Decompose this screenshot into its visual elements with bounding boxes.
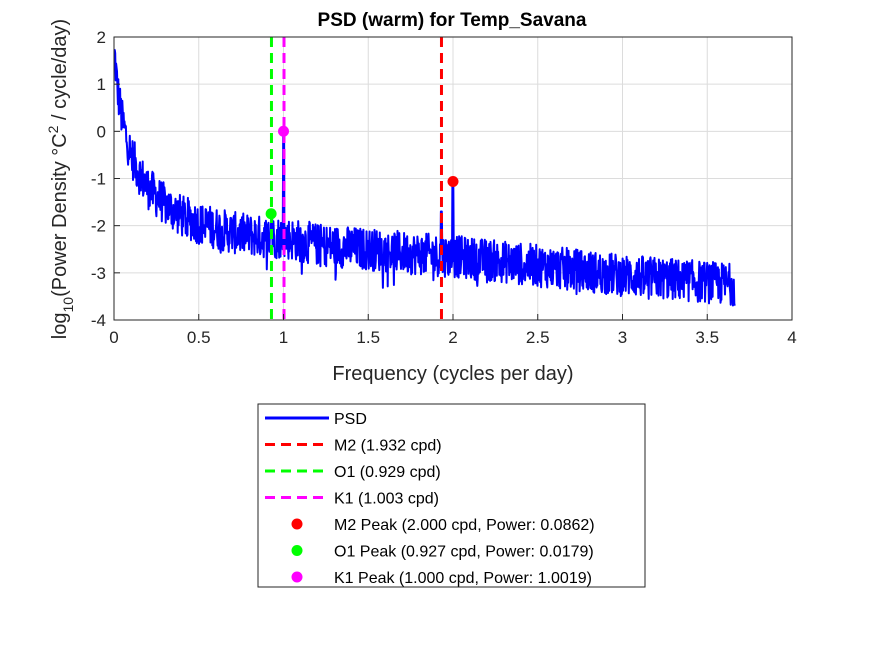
y-tick-label: -4 <box>91 311 106 330</box>
legend-swatch <box>291 571 303 583</box>
legend-label: M2 Peak (2.000 cpd, Power: 0.0862) <box>334 517 595 534</box>
plot-axes: 0 0.5 1 1.5 2 2.5 3 3.5 4 2 1 0 -1 -2 -3 -4 <box>91 28 797 347</box>
legend-label: O1 Peak (0.927 cpd, Power: 0.0179) <box>334 544 594 561</box>
x-tick-label: 0 <box>109 328 118 347</box>
x-tick-label: 2.5 <box>526 328 550 347</box>
x-tick-label: 2 <box>448 328 457 347</box>
legend-label: K1 Peak (1.000 cpd, Power: 1.0019) <box>334 570 592 587</box>
psd-series-line <box>114 48 736 307</box>
peak-marker <box>265 208 277 220</box>
peak-markers <box>265 125 459 220</box>
y-axis-ticks: 2 1 0 -1 -2 -3 -4 <box>91 28 120 330</box>
legend-entry: M2 Peak (2.000 cpd, Power: 0.0862) <box>291 517 595 534</box>
legend-entry: O1 Peak (0.927 cpd, Power: 0.0179) <box>291 544 594 561</box>
legend-entry: K1 (1.003 cpd) <box>265 491 439 508</box>
legend-box <box>257 403 646 588</box>
y-tick-label: -2 <box>91 217 106 236</box>
legend-label: K1 (1.003 cpd) <box>334 491 439 508</box>
peak-marker <box>447 176 459 188</box>
x-tick-label: 4 <box>787 328 796 347</box>
y-tick-label: 0 <box>97 122 106 141</box>
legend-label: O1 (0.929 cpd) <box>334 464 441 481</box>
x-axis-label: Frequency (cycles per day) <box>332 363 573 385</box>
y-tick-label: -1 <box>91 170 106 189</box>
legend-entry: K1 Peak (1.000 cpd, Power: 1.0019) <box>291 570 592 587</box>
legend: PSD M2 (1.932 cpd) O1 (0.929 cpd) K1 (1.003… <box>257 403 646 588</box>
legend-entry: M2 (1.932 cpd) <box>265 438 442 455</box>
y-axis-label: log10(Power Density °C2 / cycle/day) <box>45 19 76 339</box>
y-tick-label: -3 <box>91 264 106 283</box>
legend-entry: O1 (0.929 cpd) <box>265 464 441 481</box>
x-axis-ticks: 0 0.5 1 1.5 2 2.5 3 3.5 4 <box>109 314 797 347</box>
x-tick-label: 3 <box>618 328 627 347</box>
legend-label: PSD <box>334 411 367 428</box>
peak-marker <box>278 125 289 137</box>
chart-title: PSD (warm) for Temp_Savana <box>318 10 587 31</box>
legend-swatch <box>291 545 303 556</box>
x-tick-label: 1 <box>279 328 288 347</box>
legend-label: M2 (1.932 cpd) <box>334 438 442 455</box>
y-tick-label: 1 <box>97 75 106 94</box>
legend-entry: PSD <box>265 411 367 428</box>
y-tick-label: 2 <box>97 28 106 47</box>
x-tick-label: 0.5 <box>187 328 211 347</box>
legend-swatch <box>291 518 303 530</box>
x-tick-label: 1.5 <box>356 328 380 347</box>
x-tick-label: 3.5 <box>695 328 719 347</box>
